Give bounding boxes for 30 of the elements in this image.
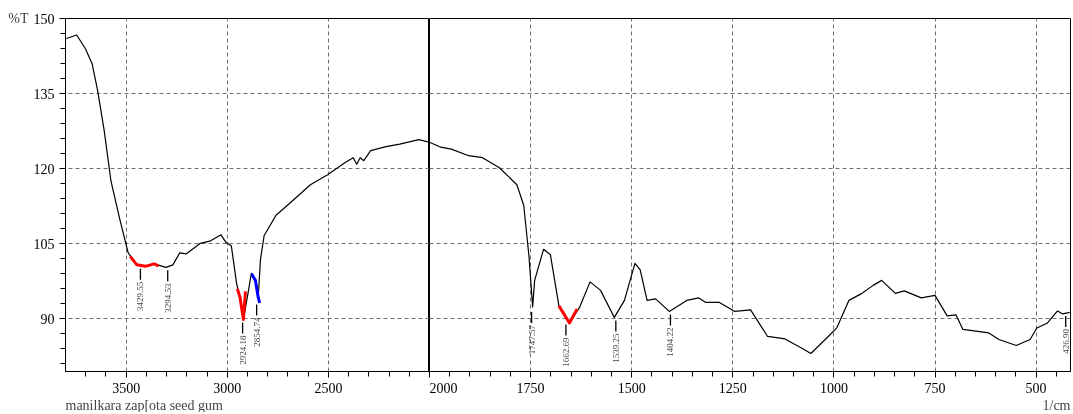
x-tick-label: 1250 [718,380,747,396]
x-tick-label: 750 [924,380,946,396]
annotation: 3429.55 [135,281,146,312]
x-tick-label: 2000 [429,380,458,396]
line-series [235,287,247,321]
y-tick-label: 90 [40,311,55,327]
annotation: 1404.22 [665,327,676,357]
y-axis-title: %T [8,11,29,26]
line-series [250,272,262,305]
y-tick-label: 135 [33,86,55,102]
annotation: 426.90 [1060,328,1071,354]
x-tick-label: 1000 [819,380,848,396]
x-tick-label: 1750 [516,380,545,396]
annotation: 2924.18 [237,334,248,365]
y-tick-label: 150 [33,11,55,27]
text: manilkara zap[ota seed gum [65,397,224,413]
x-tick-label: 3500 [112,380,141,396]
x-tick-label: 1500 [617,380,646,396]
annotation: 3294.53 [162,282,173,313]
annotation: 1662.69 [560,336,571,367]
y-tick-label: 105 [33,236,55,252]
y-tick-label: 120 [33,161,55,177]
x-tick-label: 3000 [213,380,242,396]
line-series [128,254,161,268]
x-tick-label: 2500 [314,380,343,396]
annotation: 1747.57 [526,324,537,355]
x-axis-title: 1/cm [1042,397,1071,413]
annotation: 1539.25 [610,332,621,363]
x-tick-label: 500 [1025,380,1047,396]
annotation: 2854.74 [251,316,262,347]
